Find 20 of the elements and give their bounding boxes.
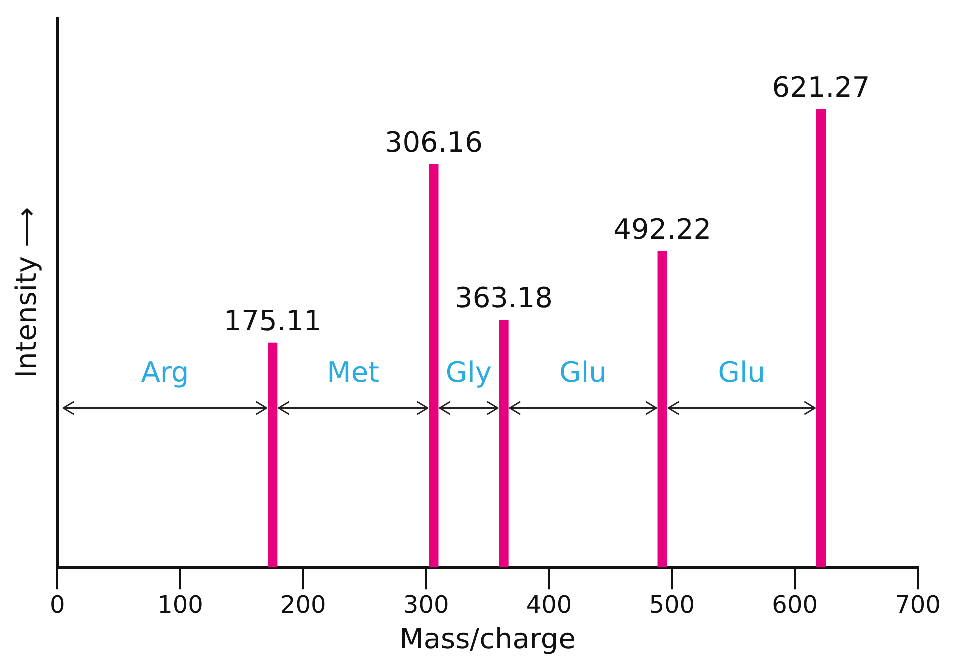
x-tick-label: 700 <box>895 591 941 620</box>
annotation: 492.22 <box>614 212 712 246</box>
y-axis-title: Intensity ⟶ <box>10 207 44 378</box>
annotation: Arg <box>141 356 190 389</box>
x-tick-label: 100 <box>158 591 204 620</box>
annotation: Glu <box>718 356 766 389</box>
x-tick-label: 500 <box>649 591 696 620</box>
x-tick-label: 400 <box>526 591 572 620</box>
x-tick-label: 600 <box>772 591 818 620</box>
annotation: Met <box>327 356 380 389</box>
annotation: Gly <box>446 356 492 389</box>
x-tick-label: 0 <box>50 591 66 620</box>
x-tick-label: 300 <box>403 591 450 620</box>
annotation: 306.16 <box>384 126 483 159</box>
annotation: 621.27 <box>772 70 870 104</box>
annotation: 363.18 <box>455 282 553 315</box>
x-axis-title: Mass/charge <box>400 622 576 656</box>
x-tick-label: 200 <box>280 591 326 620</box>
annotation: Glu <box>560 356 607 389</box>
annotation: 175.11 <box>224 304 322 338</box>
